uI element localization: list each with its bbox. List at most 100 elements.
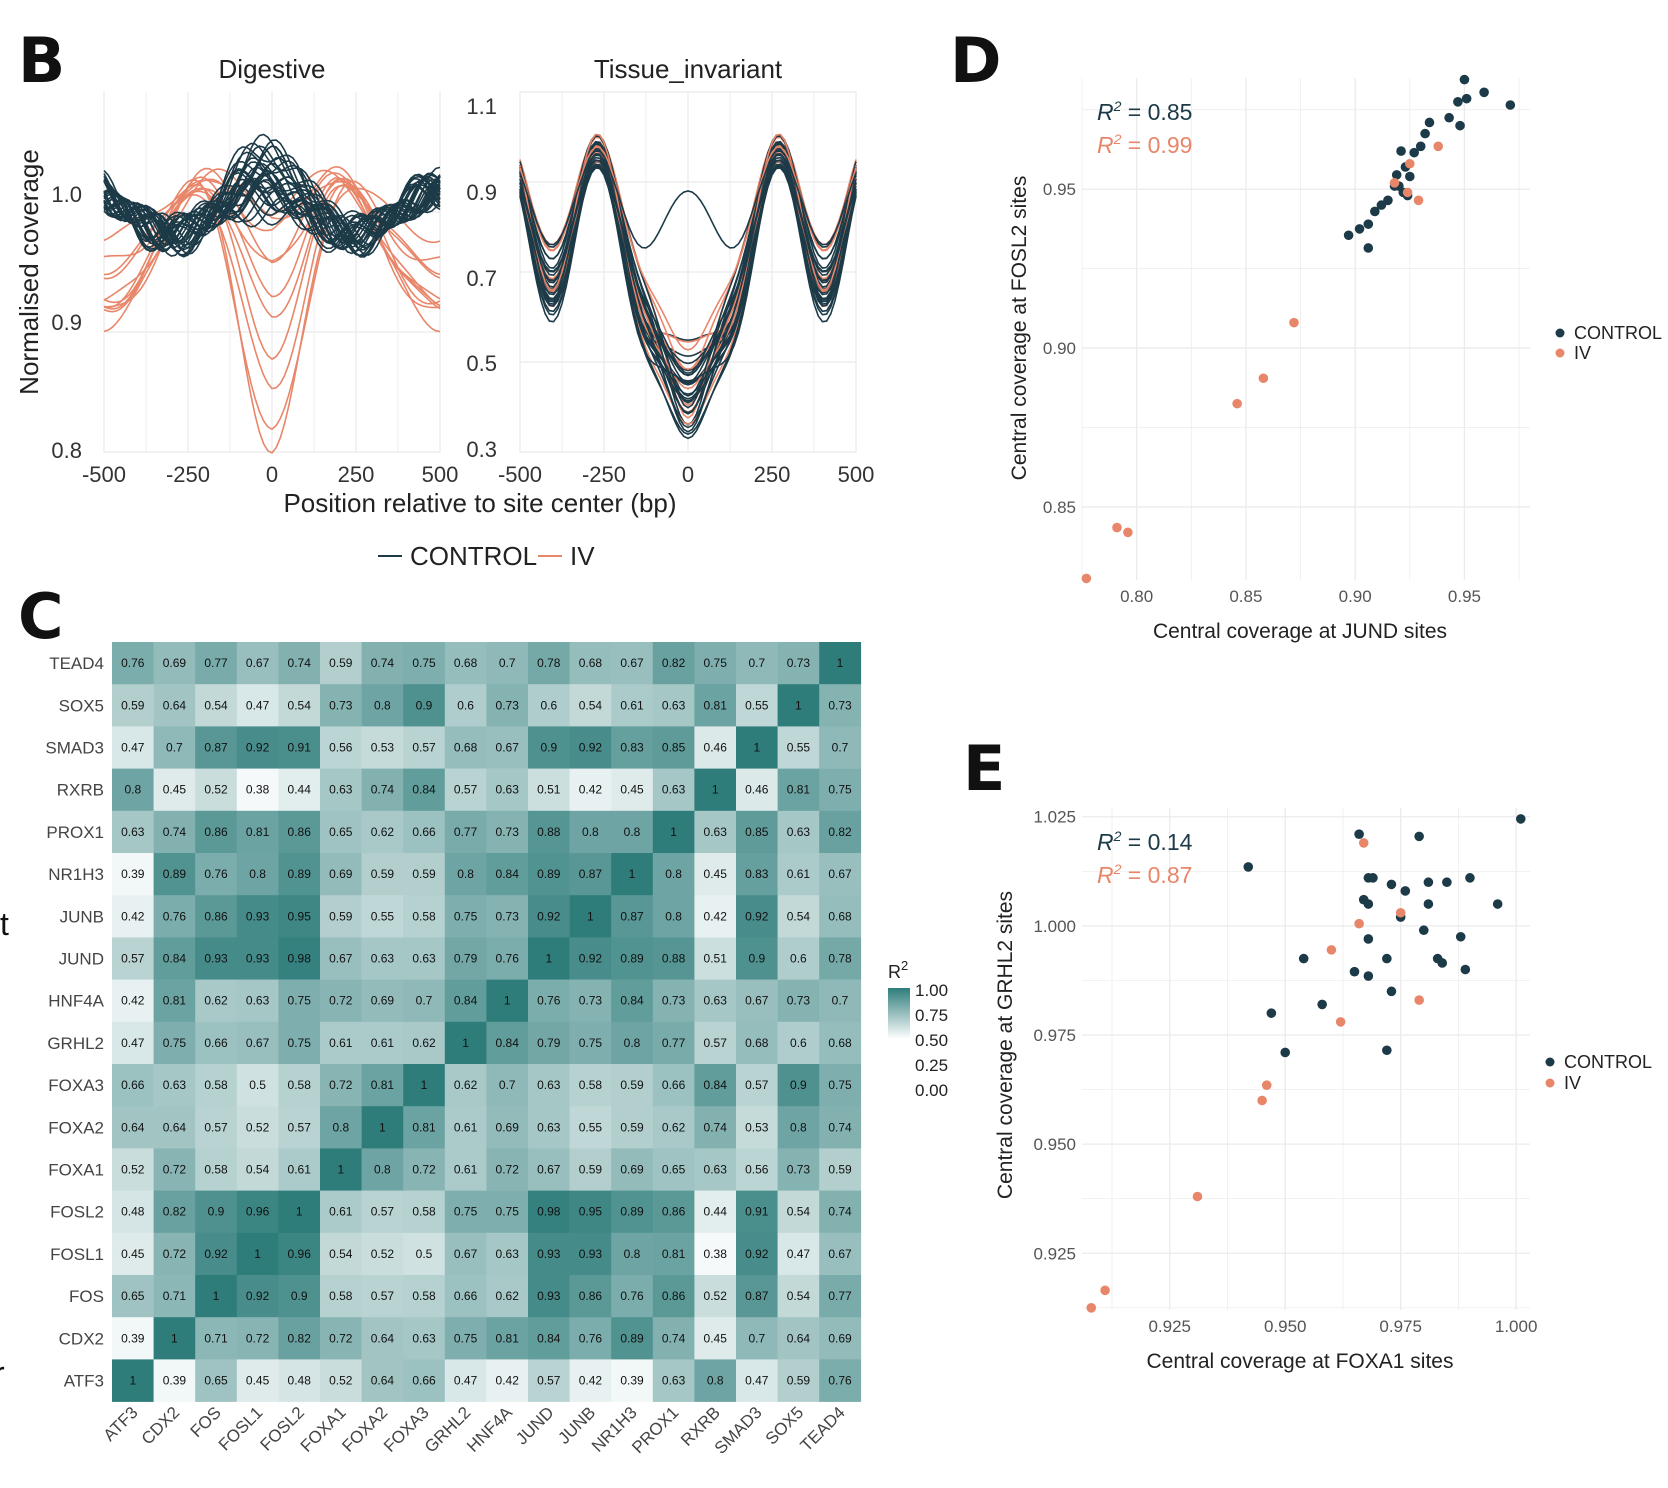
heatmap-cell-label: 0.84 (163, 952, 187, 966)
heatmap-cell (153, 810, 196, 854)
heatmap-cell-label: 0.62 (204, 994, 228, 1008)
heatmap-cell-label: 0.58 (412, 909, 436, 923)
heatmap-cell (819, 1148, 862, 1191)
heatmap-cell-label: 0.58 (412, 1205, 436, 1219)
heatmap-cell-label: 0.69 (620, 1163, 644, 1177)
heatmap-cell (236, 810, 279, 854)
d-control-point (1396, 146, 1406, 156)
heatmap-cell-label: 0.84 (537, 1331, 561, 1345)
heatmap-cell (320, 1190, 362, 1234)
heatmap-cell-label: 0.55 (371, 909, 395, 923)
heatmap-column-label: SMAD3 (711, 1403, 766, 1458)
heatmap-cell (153, 1064, 196, 1107)
heatmap-cell (195, 1021, 238, 1065)
heatmap-cell (361, 684, 404, 727)
heatmap-cell-label: 0.68 (579, 656, 603, 670)
heatmap-cell-label: 0.67 (329, 952, 353, 966)
heatmap-cell (320, 937, 362, 980)
heatmap-cell-label: 0.7 (748, 656, 765, 670)
heatmap-cell-label: 0.59 (412, 867, 436, 881)
heatmap-cell-label: 0.54 (204, 698, 228, 712)
heatmap-cell-label: 0.52 (204, 783, 228, 797)
panel-e: 0.925 0.950 0.975 1.000 0.925 0.950 0.975 1.00… (994, 808, 1652, 1373)
heatmap-cell (611, 768, 654, 812)
heatmap-cell (153, 853, 196, 896)
heatmap-cell-label: 0.92 (246, 741, 270, 755)
heatmap-cell (611, 1232, 654, 1276)
heatmap-cell (611, 1359, 654, 1402)
e-iv-point (1354, 918, 1364, 929)
heatmap-cell (278, 1021, 321, 1065)
heatmap-cell-label: 0.63 (662, 783, 686, 797)
heatmap-cell (486, 853, 529, 896)
d-legend-iv-dot (1555, 348, 1565, 358)
heatmap-cell-label: 0.75 (163, 1036, 187, 1050)
heatmap-cell (361, 726, 404, 769)
b-left-control-line (103, 156, 441, 256)
e-xtick: 0.975 (1379, 1317, 1422, 1336)
heatmap-cell (278, 1190, 321, 1234)
e-iv-point (1192, 1191, 1203, 1202)
heatmap-cell (444, 642, 487, 685)
heatmap-cell-label: 0.55 (745, 698, 769, 712)
heatmap-cell-label: 0.57 (704, 1036, 728, 1050)
heatmap-cell-label: 0.71 (204, 1331, 228, 1345)
heatmap-cell (236, 895, 279, 938)
b-right-title: Tissue_invariant (594, 54, 783, 84)
heatmap-cell-label: 0.52 (371, 1247, 395, 1261)
heatmap-cell-label: 0.64 (121, 1120, 145, 1134)
e-control-point (1363, 934, 1374, 944)
heatmap-cell-label: 0.67 (454, 1247, 478, 1261)
heatmap-cell (361, 1148, 404, 1191)
heatmap-cell-label: 0.59 (620, 1078, 644, 1092)
heatmap-cell (694, 1021, 737, 1065)
heatmap-cell (528, 1359, 570, 1402)
heatmap-cell (278, 1275, 321, 1318)
heatmap-cell (153, 1359, 196, 1402)
heatmap-cell-label: 0.56 (329, 741, 353, 755)
heatmap-cell (403, 1317, 446, 1360)
heatmap-cell (278, 1359, 321, 1402)
e-iv-point (1414, 995, 1424, 1005)
e-iv-point (1100, 1285, 1110, 1296)
heatmap-cell (236, 1064, 279, 1107)
b-right-xtick-0: 0 (682, 462, 694, 487)
heatmap-cell-label: 0.5 (249, 1078, 266, 1092)
heatmap-cell (528, 1106, 570, 1149)
heatmap-cell (611, 1106, 654, 1149)
heatmap-cell-label: 0.9 (540, 741, 557, 755)
heatmap-cell (694, 768, 737, 812)
heatmap-cell-label: 0.74 (288, 656, 312, 670)
heatmap-cell (819, 768, 862, 812)
heatmap-cell (736, 1275, 778, 1318)
heatmap-cell (278, 979, 321, 1023)
b-right-iv-line (519, 133, 857, 390)
heatmap-cell (819, 1275, 862, 1318)
heatmap-cell (320, 979, 362, 1023)
d-legend: CONTROL IV (1555, 323, 1662, 363)
panel-c: 0.76 0.69 0.77 0.67 0.74 0.59 0.74 0.75 0.68 0.7 0… (45, 642, 948, 1458)
heatmap-cell-label: 0.81 (662, 1247, 686, 1261)
b-left-xtick--500: -500 (82, 462, 126, 487)
e-control-point (1423, 899, 1434, 909)
heatmap-cell-label: 0.93 (246, 952, 270, 966)
heatmap-cell-label: 0.88 (662, 952, 686, 966)
d-scatter-points (1081, 74, 1516, 584)
heatmap-cell (361, 1021, 404, 1065)
heatmap-column-label: JUND (512, 1403, 557, 1448)
heatmap-cell-label: 0.79 (537, 1036, 561, 1050)
heatmap-cell (236, 1359, 279, 1402)
heatmap-cell (195, 1232, 238, 1276)
heatmap-row-label: CDX2 (59, 1329, 104, 1348)
heatmap-cell-label: 0.54 (579, 698, 603, 712)
heatmap-cell (361, 1317, 404, 1360)
heatmap-cell-label: 0.63 (537, 1120, 561, 1134)
b-left-iv-line (103, 183, 441, 454)
heatmap-cell (819, 1064, 862, 1107)
heatmap-cell (569, 1275, 612, 1318)
d-iv-point (1258, 373, 1269, 384)
heatmap-cell-label: 0.8 (332, 1120, 349, 1134)
heatmap-cell-label: 0.47 (121, 741, 145, 755)
heatmap-cell-label: 0.58 (579, 1078, 603, 1092)
e-control-point (1442, 877, 1452, 888)
